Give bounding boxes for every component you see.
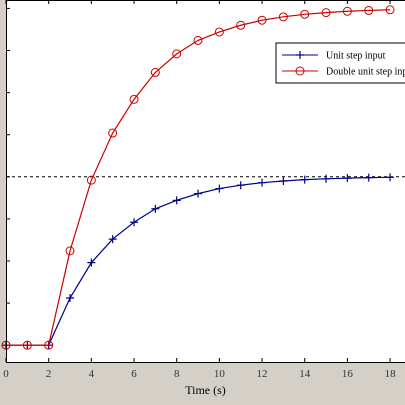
- x-tick-label-4: 4: [89, 368, 95, 380]
- series-layer: [1, 5, 395, 350]
- plus-marker: [108, 235, 117, 244]
- plus-marker: [66, 294, 75, 303]
- x-tick-label-12: 12: [257, 368, 268, 380]
- circle-marker: [278, 12, 288, 22]
- circle-marker: [129, 94, 139, 104]
- series-line-1: [6, 9, 391, 346]
- x-tick-label-18: 18: [385, 368, 397, 380]
- circle-marker: [300, 9, 310, 19]
- x-tick-label-16: 16: [342, 368, 354, 380]
- circle-marker: [236, 20, 246, 30]
- plus-marker: [364, 173, 373, 182]
- circle-marker: [193, 35, 203, 45]
- plus-marker: [386, 173, 395, 182]
- plus-marker: [87, 258, 96, 267]
- circle-marker: [108, 128, 118, 138]
- circle-marker: [257, 15, 267, 25]
- plus-marker: [215, 184, 224, 193]
- legend: Unit step input Double unit step input: [275, 42, 405, 84]
- circle-marker: [214, 27, 224, 37]
- legend-entry-unit-step: Unit step input: [326, 51, 386, 62]
- plus-marker: [279, 177, 288, 185]
- circle-marker: [172, 49, 182, 59]
- circle-marker: [150, 67, 160, 77]
- circle-marker: [86, 175, 96, 185]
- circle-marker: [385, 5, 395, 15]
- plus-marker: [130, 218, 139, 227]
- x-axis-label: Time (s): [185, 383, 226, 397]
- legend-entry-double-step: Double unit step input: [326, 67, 405, 78]
- circle-marker: [342, 6, 352, 16]
- plus-marker: [300, 175, 309, 184]
- circle-marker: [65, 246, 75, 256]
- legend-marker-plus-icon: [296, 51, 304, 59]
- x-tick-label-6: 6: [131, 368, 137, 380]
- plus-marker: [258, 178, 267, 187]
- x-tick-label-8: 8: [174, 368, 180, 380]
- plus-marker: [343, 174, 352, 183]
- circle-marker: [321, 8, 331, 18]
- circle-marker: [44, 340, 54, 350]
- x-tick-label-10: 10: [214, 368, 226, 380]
- legend-box: [275, 42, 405, 84]
- plot-border: [6, 0, 405, 363]
- plus-marker: [172, 196, 181, 205]
- plus-marker: [322, 174, 331, 183]
- legend-marker-circle-icon: [295, 66, 305, 76]
- x-tick-label-0: 0: [3, 368, 9, 380]
- plus-marker: [151, 204, 160, 213]
- plus-marker: [194, 189, 203, 198]
- x-tick-label-14: 14: [299, 368, 311, 380]
- ticks-layer: 0 2 4 6 8 10 12 14 16 18: [3, 0, 396, 380]
- circle-marker: [364, 5, 374, 15]
- circle-marker: [22, 340, 32, 350]
- x-tick-label-2: 2: [46, 368, 52, 380]
- plus-marker: [236, 181, 245, 190]
